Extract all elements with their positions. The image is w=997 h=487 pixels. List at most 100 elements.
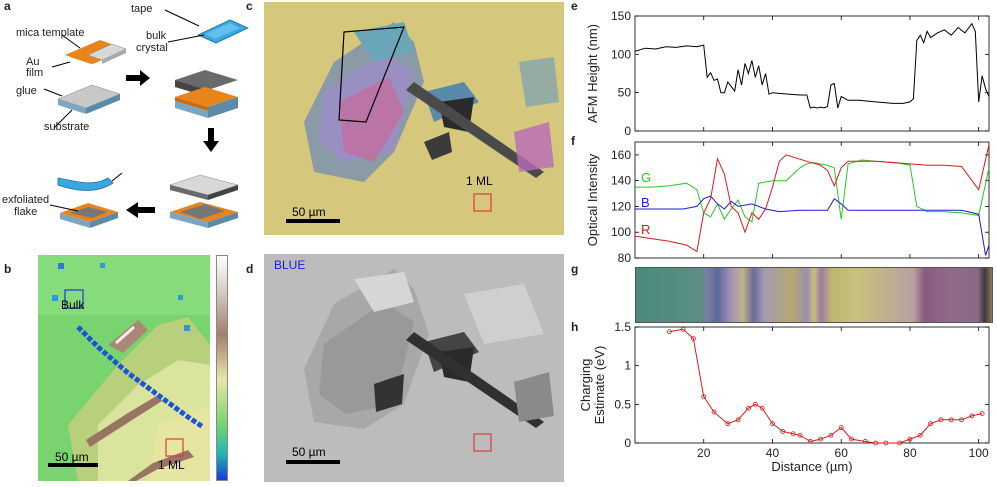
scale-bar-d — [286, 460, 340, 464]
label-au: Au — [26, 56, 40, 68]
data-point — [883, 440, 889, 446]
optical-image-graphic — [264, 2, 564, 235]
scale-label-c: 50 µm — [292, 205, 326, 219]
data-point — [797, 432, 803, 438]
y-tick-label: 160 — [611, 148, 631, 162]
data-point — [807, 439, 813, 444]
channel-label-d: BLUE — [274, 258, 306, 272]
panel-label-f: f — [571, 134, 575, 148]
ml-roi-box — [165, 438, 184, 457]
series-line — [634, 22, 990, 109]
y-tick-label: 100 — [611, 225, 631, 239]
step2-tape — [164, 9, 249, 44]
data-point — [770, 421, 775, 427]
chart-charging-estimate: 0 0.5 1 1.5 20 40 60 80 100 Charging Estimate (eV)… — [578, 322, 990, 474]
panel-label-h: h — [571, 320, 579, 334]
x-axis-label: Distance (µm) — [771, 459, 852, 474]
series-line — [635, 195, 990, 256]
chart-optical-intensity: 80 100 120 140 160 Optical Intensity GBR — [585, 141, 990, 263]
panel-label-d: d — [246, 262, 254, 276]
label-exfoliated: exfoliated — [2, 194, 50, 206]
data-point — [897, 440, 903, 446]
label-film: film — [26, 67, 44, 79]
label-bulk: bulk — [146, 30, 167, 42]
panel-label-a: a — [4, 0, 11, 13]
series-label-B: B — [641, 195, 650, 210]
y-tick-label: 1.5 — [614, 322, 631, 334]
y-tick-label: 150 — [611, 9, 631, 23]
data-point — [838, 425, 844, 430]
charging-map — [38, 255, 210, 481]
y-axis-label: Estimate (eV) — [592, 346, 607, 425]
x-tick-label: 20 — [697, 446, 711, 460]
data-point — [735, 417, 741, 423]
bulk-roi-box — [64, 289, 84, 309]
x-tick-label: 40 — [766, 446, 780, 460]
panel-label-g: g — [571, 262, 579, 276]
data-point — [666, 329, 672, 335]
data-point — [680, 326, 686, 332]
data-point — [828, 432, 834, 438]
data-point — [948, 417, 954, 423]
data-point — [862, 439, 868, 444]
y-tick-label: 1 — [624, 359, 631, 373]
data-point — [711, 409, 717, 415]
step3-stack — [169, 174, 239, 228]
y-axis-label: Optical Intensity — [585, 153, 600, 246]
y-axis-label: Charging — [578, 359, 593, 412]
label-glue: glue — [16, 85, 37, 97]
panel-label-c: c — [246, 0, 253, 13]
data-point — [917, 432, 923, 438]
scale-label-b: 50 µm — [55, 450, 89, 464]
data-point — [979, 411, 985, 417]
y-tick-label: 0 — [624, 124, 631, 137]
ml-roi-box-c — [473, 193, 492, 212]
scale-bar-c — [286, 219, 340, 223]
scale-label-d: 50 µm — [292, 445, 326, 459]
y-tick-label: 0 — [624, 436, 631, 450]
plot-frame — [634, 326, 990, 444]
data-point — [790, 431, 796, 437]
x-tick-label: 60 — [835, 446, 849, 460]
chart-afm-height: 0 50 100 150 AFM Height (nm) — [585, 9, 990, 137]
ml-label-c: 1 ML — [466, 174, 493, 188]
y-tick-label: 120 — [611, 199, 631, 213]
series-line — [635, 159, 990, 223]
panel-label-e: e — [571, 0, 578, 13]
label-substrate: substrate — [44, 121, 90, 133]
data-point — [701, 394, 707, 399]
y-tick-label: 0.5 — [614, 397, 631, 411]
label-crystal: crystal — [136, 42, 168, 54]
charging-map-graphic — [38, 255, 210, 481]
arrow-right-icon — [126, 70, 150, 86]
series-label-R: R — [641, 222, 650, 237]
arrow-down-icon — [203, 128, 219, 152]
y-tick-label: 80 — [618, 251, 632, 263]
label-mica-template: mica template — [16, 27, 85, 39]
plot-frame — [634, 15, 990, 132]
scale-bar-b — [48, 463, 98, 467]
y-tick-label: 100 — [611, 47, 631, 61]
data-point — [938, 417, 944, 423]
arrow-left-icon — [126, 202, 155, 218]
bulk-label-b: Bulk — [61, 298, 85, 312]
series-line — [669, 328, 983, 444]
color-strip — [635, 267, 993, 323]
ml-roi-box-d — [473, 433, 492, 452]
data-point — [752, 401, 758, 407]
y-axis-label: AFM Height (nm) — [585, 24, 600, 123]
plot-frame — [634, 141, 990, 259]
data-point — [873, 440, 878, 446]
y-tick-label: 140 — [611, 174, 631, 188]
data-point — [907, 436, 913, 442]
data-point — [969, 413, 975, 419]
step1-template — [57, 40, 127, 114]
blue-channel-graphic — [264, 254, 564, 482]
blue-channel-image — [264, 254, 564, 482]
data-point — [780, 429, 786, 434]
data-point — [928, 421, 933, 427]
series-label-G: G — [641, 170, 651, 185]
data-point — [746, 405, 751, 411]
ml-label-b: 1 ML — [158, 458, 185, 472]
x-tick-label: 80 — [903, 446, 917, 460]
